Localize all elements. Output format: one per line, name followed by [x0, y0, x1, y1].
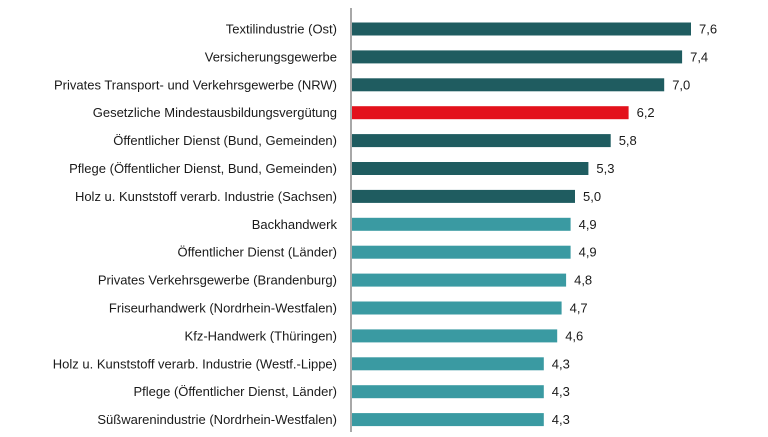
value-labels-layer: 7,6 7,47,0 6,25,8 5,3 5,0 4,9 4,9 4,8 4,7 4,6 4,3 4…: [552, 22, 717, 428]
value-label: 4,9: [579, 245, 597, 260]
category-label: Kfz-Handwerk (Thüringen): [185, 328, 337, 343]
value-label: 7,0: [672, 77, 690, 92]
bar: [352, 413, 544, 427]
category-label: Holz u. Kunststoff verarb. Industrie (Sa…: [75, 189, 337, 204]
category-label: Pflege (Öffentlicher Dienst, Bund, Gemei…: [69, 161, 337, 176]
value-label: 5,3: [596, 161, 614, 176]
bar: [352, 106, 629, 120]
bar: [352, 50, 683, 64]
value-label: 4,3: [552, 356, 570, 371]
bars-layer: [352, 22, 691, 427]
bar: [352, 273, 567, 287]
category-label: Holz u. Kunststoff verarb. Industrie (We…: [53, 356, 337, 371]
bar: [352, 245, 571, 259]
value-label: 4,8: [574, 273, 592, 288]
category-label: Privates Verkehrsgewerbe (Brandenburg): [98, 273, 337, 288]
bar: [352, 22, 691, 36]
category-label: Privates Transport- und Verkehrsgewerbe …: [54, 77, 337, 92]
bar: [352, 162, 589, 175]
category-label: Öffentlicher Dienst (Bund, Gemeinden): [113, 133, 337, 148]
value-label: 7,4: [690, 49, 708, 64]
bar: [352, 329, 558, 343]
category-label: Versicherungsgewerbe: [205, 49, 337, 64]
bar: [352, 78, 665, 92]
value-label: 4,3: [552, 412, 570, 427]
value-label: 4,7: [570, 301, 588, 316]
bar: [352, 301, 562, 315]
value-label: 5,8: [619, 133, 637, 148]
category-label: Friseurhandwerk (Nordrhein-Westfalen): [109, 301, 337, 316]
category-label: Gesetzliche Mindestausbildungsvergütung: [93, 105, 337, 120]
bar: [352, 385, 544, 399]
category-label: Textilindustrie (Ost): [226, 22, 337, 37]
value-label: 6,2: [637, 105, 655, 120]
value-label: 4,9: [579, 217, 597, 232]
category-label: Backhandwerk: [252, 217, 338, 232]
bar: [352, 217, 571, 231]
value-label: 7,6: [699, 22, 717, 37]
bar: [352, 357, 544, 371]
bar: [352, 189, 575, 203]
category-label: Öffentlicher Dienst (Länder): [178, 245, 337, 260]
value-label: 5,0: [583, 189, 601, 204]
bar: [352, 134, 611, 148]
value-label: 4,3: [552, 384, 570, 399]
value-label: 4,6: [565, 328, 583, 343]
category-labels-layer: Textilindustrie (Ost) Versicherungsgewerb…: [53, 22, 338, 428]
category-label: Süßwarenindustrie (Nordrhein-Westfalen): [97, 412, 337, 427]
category-label: Pflege (Öffentlicher Dienst, Länder): [133, 384, 337, 399]
